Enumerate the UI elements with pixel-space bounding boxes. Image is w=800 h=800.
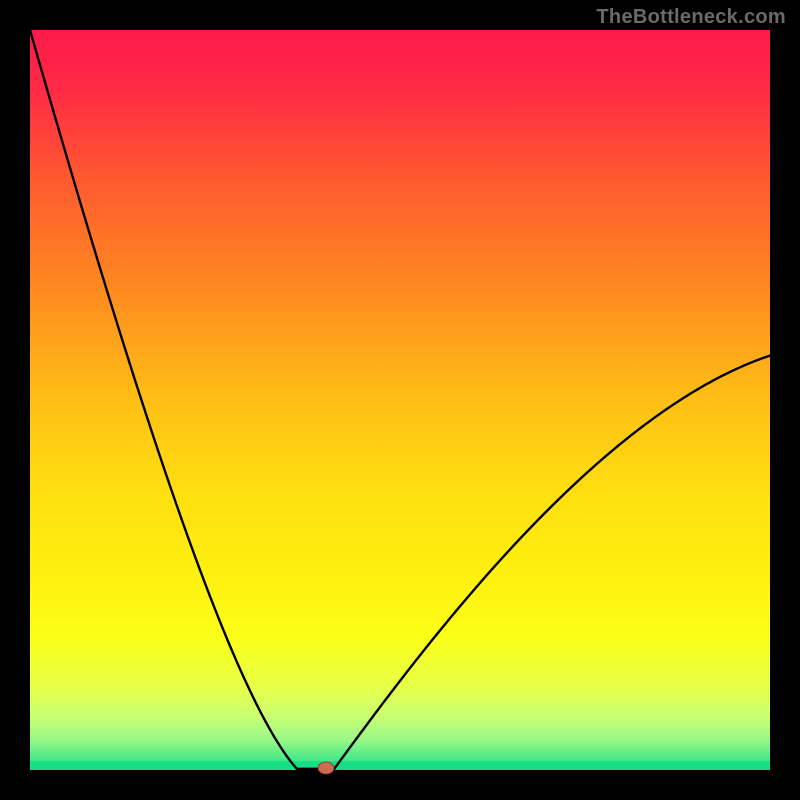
bottom-green-band xyxy=(30,761,770,770)
optimal-point-marker xyxy=(318,762,334,774)
plot-area xyxy=(30,30,770,774)
chart-svg xyxy=(0,0,800,800)
chart-stage: TheBottleneck.com xyxy=(0,0,800,800)
watermark-label: TheBottleneck.com xyxy=(596,6,786,29)
